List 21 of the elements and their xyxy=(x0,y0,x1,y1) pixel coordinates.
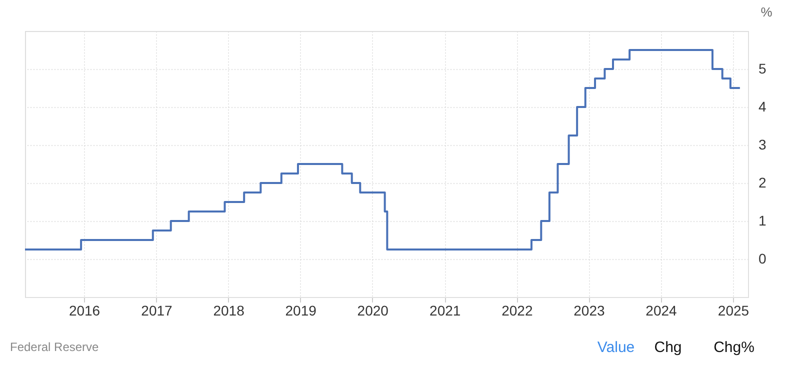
x-tick-label: 2020 xyxy=(357,302,389,318)
x-tick-label: 2024 xyxy=(646,302,678,318)
text: Value xyxy=(597,339,635,356)
text: Chg xyxy=(654,339,682,356)
y-tick-label: 2 xyxy=(758,174,766,190)
y-tick-label: 5 xyxy=(758,60,766,76)
x-tick-label: 2016 xyxy=(68,302,100,318)
x-tick-label: 2019 xyxy=(285,302,317,318)
y-tick-label: 4 xyxy=(758,98,766,114)
x-tick-label: 2025 xyxy=(718,302,750,318)
x-tick-label: 2018 xyxy=(213,302,245,318)
text: Chg% xyxy=(714,339,754,356)
text: Federal Reserve xyxy=(10,340,100,354)
y-tick-label: 1 xyxy=(758,212,766,228)
x-tick-label: 2023 xyxy=(574,302,605,318)
x-tick-label: 2017 xyxy=(141,302,173,318)
x-tick-label: 2022 xyxy=(502,302,533,318)
x-tick-label: 2021 xyxy=(430,302,461,318)
y-axis-title: % xyxy=(760,4,773,20)
y-tick-label: 0 xyxy=(758,250,766,266)
y-tick-label: 3 xyxy=(758,136,766,152)
